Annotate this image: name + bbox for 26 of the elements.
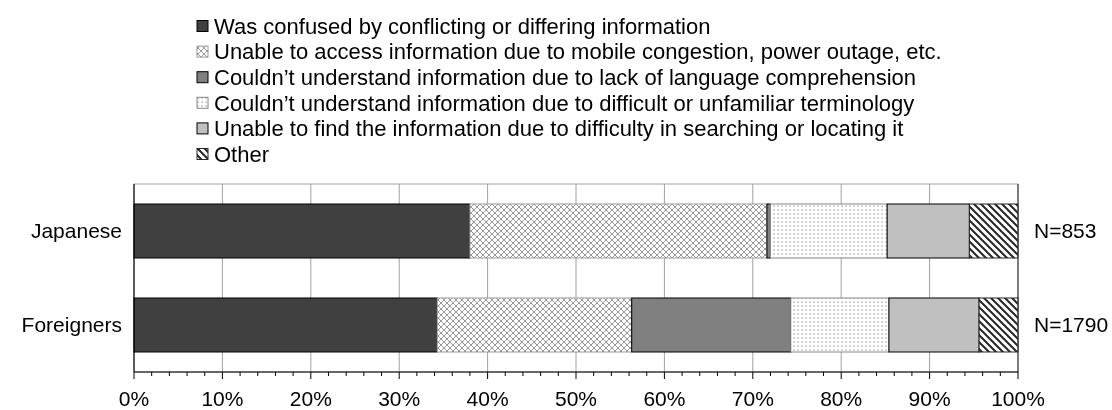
x-tick-label: 50% bbox=[554, 387, 598, 410]
legend-label: Couldn’t understand information due to difficult or unfamiliar terminology bbox=[214, 90, 915, 116]
x-tick-label: 40% bbox=[466, 387, 509, 410]
text: N=853 bbox=[1034, 219, 1097, 243]
x-tick-label: 90% bbox=[908, 387, 951, 410]
x-tick-label: 100% bbox=[991, 387, 1045, 410]
x-tick-label: 30% bbox=[378, 387, 421, 410]
bar bbox=[888, 297, 980, 353]
legend-label: Couldn’t understand information due to lack of language comprehension bbox=[214, 64, 917, 90]
x-tick-label: 10% bbox=[201, 387, 244, 410]
legend-label: Other bbox=[214, 141, 270, 167]
x-tick-label: 20% bbox=[289, 387, 332, 410]
bar bbox=[978, 297, 1019, 353]
y-tick-label: Foreigners bbox=[21, 313, 122, 337]
bar bbox=[769, 203, 888, 259]
bar bbox=[968, 203, 1019, 259]
y-tick-label: Japanese bbox=[30, 219, 122, 243]
x-tick-label: 70% bbox=[731, 387, 774, 410]
legend-label: Unable to find the information due to difficulty in searching or locating it bbox=[214, 116, 904, 142]
x-tick-label: 0% bbox=[118, 387, 150, 410]
legend-label: Was confused by conflicting or differing information bbox=[214, 13, 711, 39]
legend-label: Unable to access information due to mobile congestion, power outage, etc. bbox=[214, 39, 942, 65]
x-tick-label: 60% bbox=[643, 387, 686, 410]
x-tick-label: 80% bbox=[820, 387, 863, 410]
text: N=1790 bbox=[1034, 313, 1109, 337]
bar bbox=[886, 203, 970, 259]
